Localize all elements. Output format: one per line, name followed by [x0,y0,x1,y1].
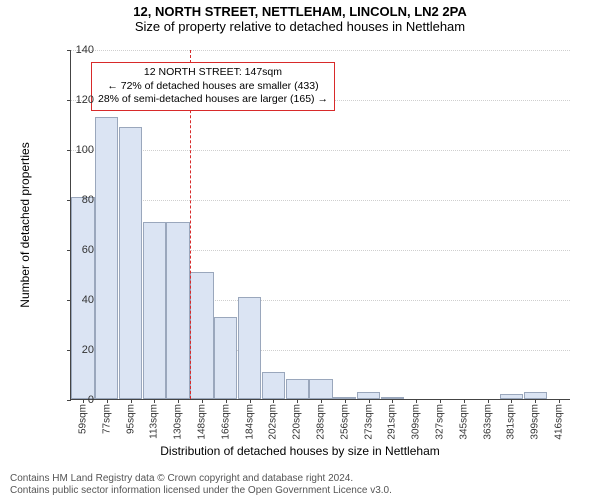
x-tick-label: 220sqm [292,404,303,440]
x-tick-label: 238sqm [316,404,327,440]
y-tick-label: 80 [64,194,94,206]
x-tick-label: 77sqm [101,404,112,434]
title-block: 12, NORTH STREET, NETTLEHAM, LINCOLN, LN… [0,4,600,34]
x-tick-label: 273sqm [363,404,374,440]
chart-title-desc: Size of property relative to detached ho… [0,19,600,34]
x-tick-label: 327sqm [435,404,446,440]
footer-line1: Contains HM Land Registry data © Crown c… [10,473,392,485]
x-tick-label: 130sqm [173,404,184,440]
bar [286,379,309,399]
bar [524,392,547,400]
x-tick-mark [250,399,251,403]
bar [357,392,380,400]
footer-attribution: Contains HM Land Registry data © Crown c… [10,473,392,496]
x-tick-label: 166sqm [220,404,231,440]
annotation-line3: 28% of semi-detached houses are larger (… [98,93,328,107]
x-tick-mark [131,399,132,403]
y-tick-label: 120 [64,94,94,106]
x-tick-label: 256sqm [339,404,350,440]
x-tick-label: 59sqm [77,404,88,434]
bar [309,379,332,399]
gridline-h [71,50,570,51]
x-tick-label: 399sqm [530,404,541,440]
x-tick-mark [535,399,536,403]
x-tick-label: 184sqm [244,404,255,440]
x-tick-label: 148sqm [196,404,207,440]
chart-title-address: 12, NORTH STREET, NETTLEHAM, LINCOLN, LN… [0,4,600,19]
x-tick-mark [416,399,417,403]
gridline-h [71,200,570,201]
x-tick-mark [559,399,560,403]
x-tick-mark [154,399,155,403]
x-tick-mark [297,399,298,403]
x-tick-mark [226,399,227,403]
x-tick-label: 291sqm [387,404,398,440]
y-tick-label: 140 [64,44,94,56]
x-tick-label: 309sqm [411,404,422,440]
x-tick-mark [345,399,346,403]
x-tick-mark [178,399,179,403]
annotation-line1: 12 NORTH STREET: 147sqm [98,66,328,80]
x-tick-label: 381sqm [506,404,517,440]
x-tick-mark [369,399,370,403]
bar [238,297,261,400]
y-tick-label: 20 [64,344,94,356]
x-tick-mark [511,399,512,403]
plot-area: 59sqm77sqm95sqm113sqm130sqm148sqm166sqm1… [70,50,570,400]
bar [190,272,213,400]
y-axis-label: Number of detached properties [18,60,32,225]
bar [143,222,166,400]
x-tick-mark [488,399,489,403]
x-tick-mark [202,399,203,403]
annotation-line2: ← 72% of detached houses are smaller (43… [98,80,328,94]
y-tick-label: 0 [64,394,94,406]
x-axis-label: Distribution of detached houses by size … [0,444,600,458]
x-tick-label: 113sqm [149,404,160,439]
y-tick-label: 100 [64,144,94,156]
bar [166,222,189,400]
x-tick-mark [273,399,274,403]
gridline-h [71,150,570,151]
x-tick-label: 345sqm [458,404,469,440]
bar [95,117,118,400]
y-tick-label: 40 [64,294,94,306]
x-tick-label: 95sqm [125,404,136,434]
x-tick-mark [440,399,441,403]
x-tick-label: 363sqm [482,404,493,440]
footer-line2: Contains public sector information licen… [10,485,392,497]
annotation-box: 12 NORTH STREET: 147sqm← 72% of detached… [91,62,335,111]
bar [262,372,285,400]
chart-area: 59sqm77sqm95sqm113sqm130sqm148sqm166sqm1… [70,50,570,400]
y-tick-label: 60 [64,244,94,256]
x-tick-label: 202sqm [268,404,279,440]
x-tick-mark [392,399,393,403]
x-tick-label: 416sqm [554,404,565,440]
x-tick-mark [321,399,322,403]
bar [119,127,142,400]
x-tick-mark [464,399,465,403]
bar [214,317,237,400]
chart-container: 12, NORTH STREET, NETTLEHAM, LINCOLN, LN… [0,0,600,500]
x-tick-mark [107,399,108,403]
